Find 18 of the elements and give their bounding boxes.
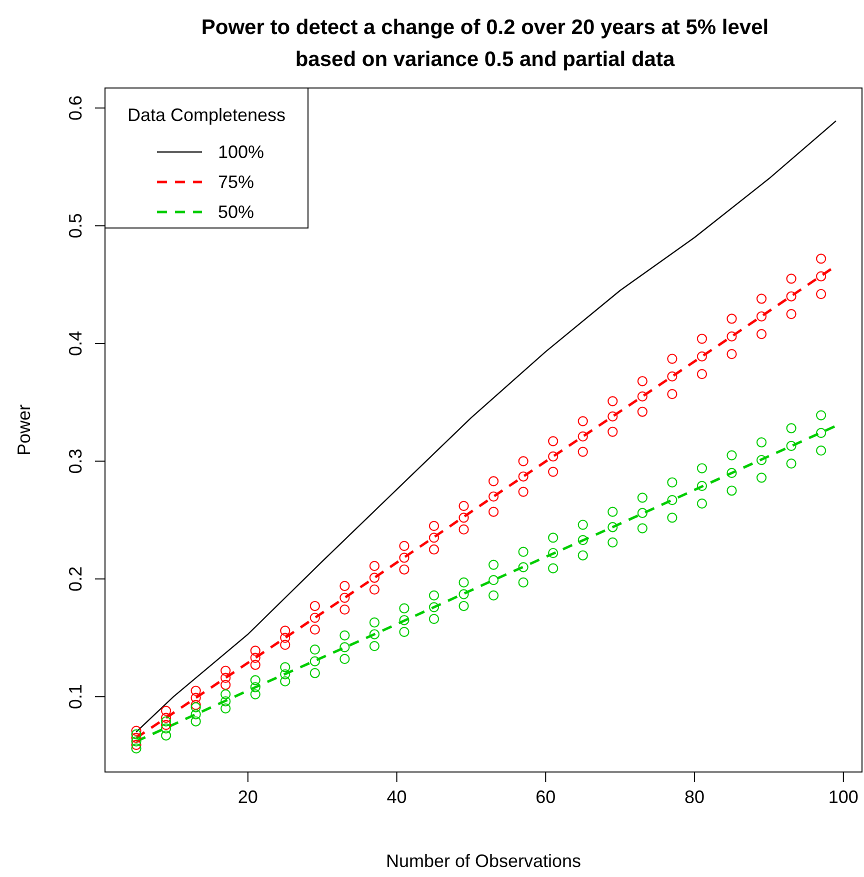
x-tick-label: 40 <box>386 786 407 807</box>
y-tick-label: 0.4 <box>66 330 86 356</box>
legend-label: 75% <box>218 172 254 192</box>
legend-label: 100% <box>218 142 264 162</box>
x-tick-label: 100 <box>828 786 858 807</box>
x-axis-title: Number of Observations <box>386 851 582 871</box>
legend-title: Data Completeness <box>127 105 286 125</box>
x-tick-label: 80 <box>684 786 705 807</box>
x-tick-label: 20 <box>238 786 258 807</box>
chart-title: Power to detect a change of 0.2 over 20 years at 5% level based on variance 0.5 and partial data <box>201 16 769 71</box>
legend-label: 50% <box>218 202 254 222</box>
y-axis-title: Power <box>14 404 34 456</box>
y-tick-label: 0.1 <box>66 684 86 710</box>
y-tick-label: 0.6 <box>66 96 86 121</box>
y-tick-label: 0.5 <box>66 213 86 238</box>
y-tick-label: 0.2 <box>66 566 86 592</box>
y-tick-label: 0.3 <box>66 448 86 474</box>
x-tick-label: 60 <box>536 786 556 807</box>
